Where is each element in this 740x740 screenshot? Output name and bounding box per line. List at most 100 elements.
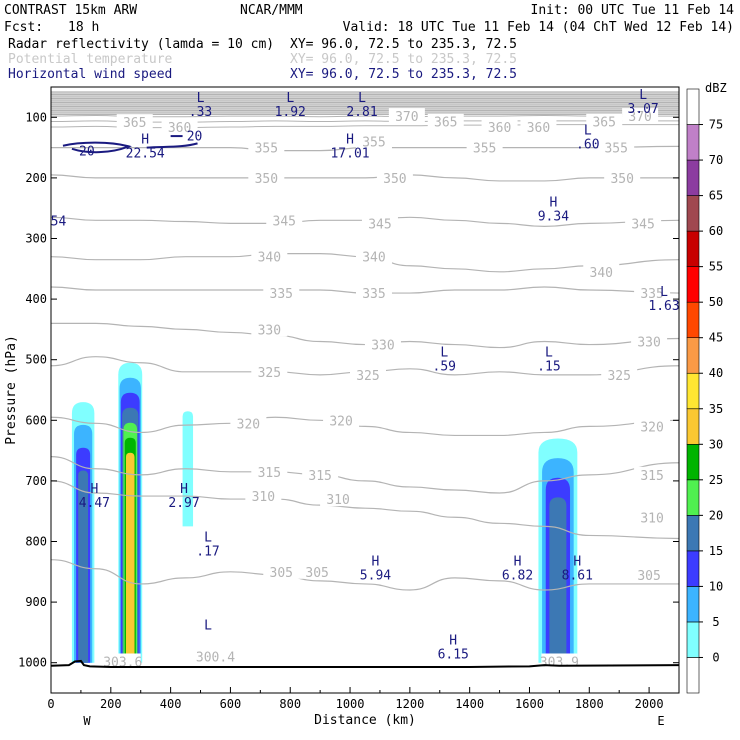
theta-contour-345	[50, 216, 680, 227]
theta-label-bg	[598, 139, 635, 155]
wind-low-marker: L	[204, 531, 212, 546]
wind-extreme-value: 1.92	[275, 105, 306, 120]
colorbar-bin	[686, 159, 700, 196]
x-tick-label: 2000	[635, 697, 664, 711]
theta-label-bg	[355, 248, 392, 264]
wind-low-marker: L	[197, 91, 205, 106]
x-tick-label: 800	[279, 697, 301, 711]
theta-label: 300.4	[196, 651, 235, 666]
theta-label: 320	[237, 417, 260, 432]
colorbar-bin	[686, 337, 700, 374]
wind-extreme-value: 2.97	[168, 496, 199, 511]
colorbar-tick-label: 65	[709, 189, 723, 203]
theta-label-bg	[248, 169, 285, 185]
theta-label-bg	[364, 336, 401, 352]
wind-high-marker: H	[180, 482, 188, 497]
colorbar-bin	[686, 621, 700, 658]
theta-label-bg	[634, 466, 671, 482]
theta-label: 310	[252, 490, 275, 505]
colorbar-tick-label: 20	[709, 508, 723, 522]
colorbar-unit: dBZ	[705, 81, 727, 95]
theta-label: 355	[255, 142, 278, 157]
theta-label: 350	[383, 172, 406, 187]
wind-high-marker: H	[90, 482, 98, 497]
theta-label-bg	[355, 133, 392, 149]
theta-label-bg	[631, 566, 668, 582]
y-axis-title: Pressure (hPa)	[4, 335, 19, 445]
x-tick-label: 400	[160, 697, 182, 711]
theta-label: 365	[434, 116, 457, 131]
colorbar-bin	[686, 372, 700, 410]
theta-label-bg	[376, 169, 413, 185]
theta-label: 345	[368, 217, 391, 232]
wind-low-marker: L	[639, 88, 647, 103]
y-tick-label: 200	[25, 171, 47, 185]
theta-label-bg	[622, 108, 659, 124]
wind-extreme-value: 5.94	[360, 569, 391, 584]
x-tick-label: 200	[100, 697, 122, 711]
field-xy-reflectivity: XY= 96.0, 72.5 to 235.3, 72.5	[290, 37, 517, 52]
theta-label: 330	[371, 339, 394, 354]
theta-label-bg	[263, 563, 300, 579]
colorbar-tick-label: 0	[712, 650, 719, 664]
colorbar-bin	[686, 124, 700, 161]
theta-label-bg	[245, 488, 282, 504]
colorbar-bin	[686, 479, 700, 516]
colorbar-tick-label: 5	[712, 615, 719, 629]
y-tick-label: 400	[25, 292, 47, 306]
field-name-wind: Horizontal wind speed	[8, 67, 172, 82]
field-xy-theta: XY= 96.0, 72.5 to 235.3, 72.5	[290, 52, 517, 67]
wind-layer: 202054L.33L1.92L2.81L3.07L.60H22.54H17.0…	[51, 88, 680, 662]
theta-label: 345	[273, 214, 296, 229]
colorbar-tick-label: 35	[709, 402, 723, 416]
theta-label: 305	[270, 566, 293, 581]
theta-contour-305	[50, 559, 679, 591]
terrain-layer	[50, 659, 680, 668]
theta-label-bg	[361, 215, 398, 231]
colorbar-bin	[686, 266, 700, 303]
east-label: E	[657, 714, 664, 728]
wind-extreme-value: .59	[433, 360, 456, 375]
theta-label: 303.6	[103, 655, 142, 670]
wind-low-marker: L	[204, 618, 212, 633]
theta-label: 355	[604, 142, 627, 157]
reflectivity-cell-3-level-4	[549, 497, 567, 663]
theta-label: 345	[631, 217, 654, 232]
colorbar-bin	[686, 195, 700, 232]
y-tick-label: 300	[25, 232, 47, 246]
colorbar-bin	[686, 515, 700, 552]
reflectivity-layer	[71, 362, 578, 663]
plot-frame	[50, 86, 680, 694]
x-tick-label: 0	[47, 697, 54, 711]
theta-label-bg	[634, 418, 671, 434]
theta-label-bg	[161, 118, 198, 134]
wind-contour-20	[62, 141, 132, 154]
theta-label: 325	[258, 366, 281, 381]
theta-label: 315	[258, 466, 281, 481]
field-xy-wind: XY= 96.0, 72.5 to 235.3, 72.5	[290, 67, 517, 82]
valid-time: Valid: 18 UTC Tue 11 Feb 14 (04 ChT Wed …	[343, 20, 734, 35]
theta-label-bg	[634, 509, 671, 525]
wind-extreme-value: 3.07	[627, 102, 658, 117]
wind-extreme-value: 6.15	[438, 648, 469, 663]
x-axis-title: Distance (km)	[314, 713, 416, 728]
colorbar-tick-label: 70	[709, 153, 723, 167]
wind-extreme-value: 22.54	[126, 146, 165, 161]
x-tick-label: 1200	[395, 697, 424, 711]
theta-label-bg	[631, 333, 668, 349]
theta-label: 360	[488, 121, 511, 136]
theta-label: 340	[362, 251, 385, 266]
header: CONTRAST 15km ARW NCAR/MMM Init: 00 UTC …	[4, 3, 734, 82]
theta-label-bg	[251, 248, 288, 264]
wind-extreme-value: 1.63	[648, 299, 679, 314]
theta-label: 310	[326, 493, 349, 508]
theta-label: 305	[637, 569, 660, 584]
colorbar-tick-label: 25	[709, 473, 723, 487]
wind-high-marker: H	[573, 555, 581, 570]
theta-contour-325	[50, 356, 680, 376]
theta-label-bg	[427, 113, 464, 129]
theta-label-bg	[197, 648, 234, 664]
y-tick-label: 500	[25, 353, 47, 367]
theta-label-bg	[634, 285, 671, 301]
